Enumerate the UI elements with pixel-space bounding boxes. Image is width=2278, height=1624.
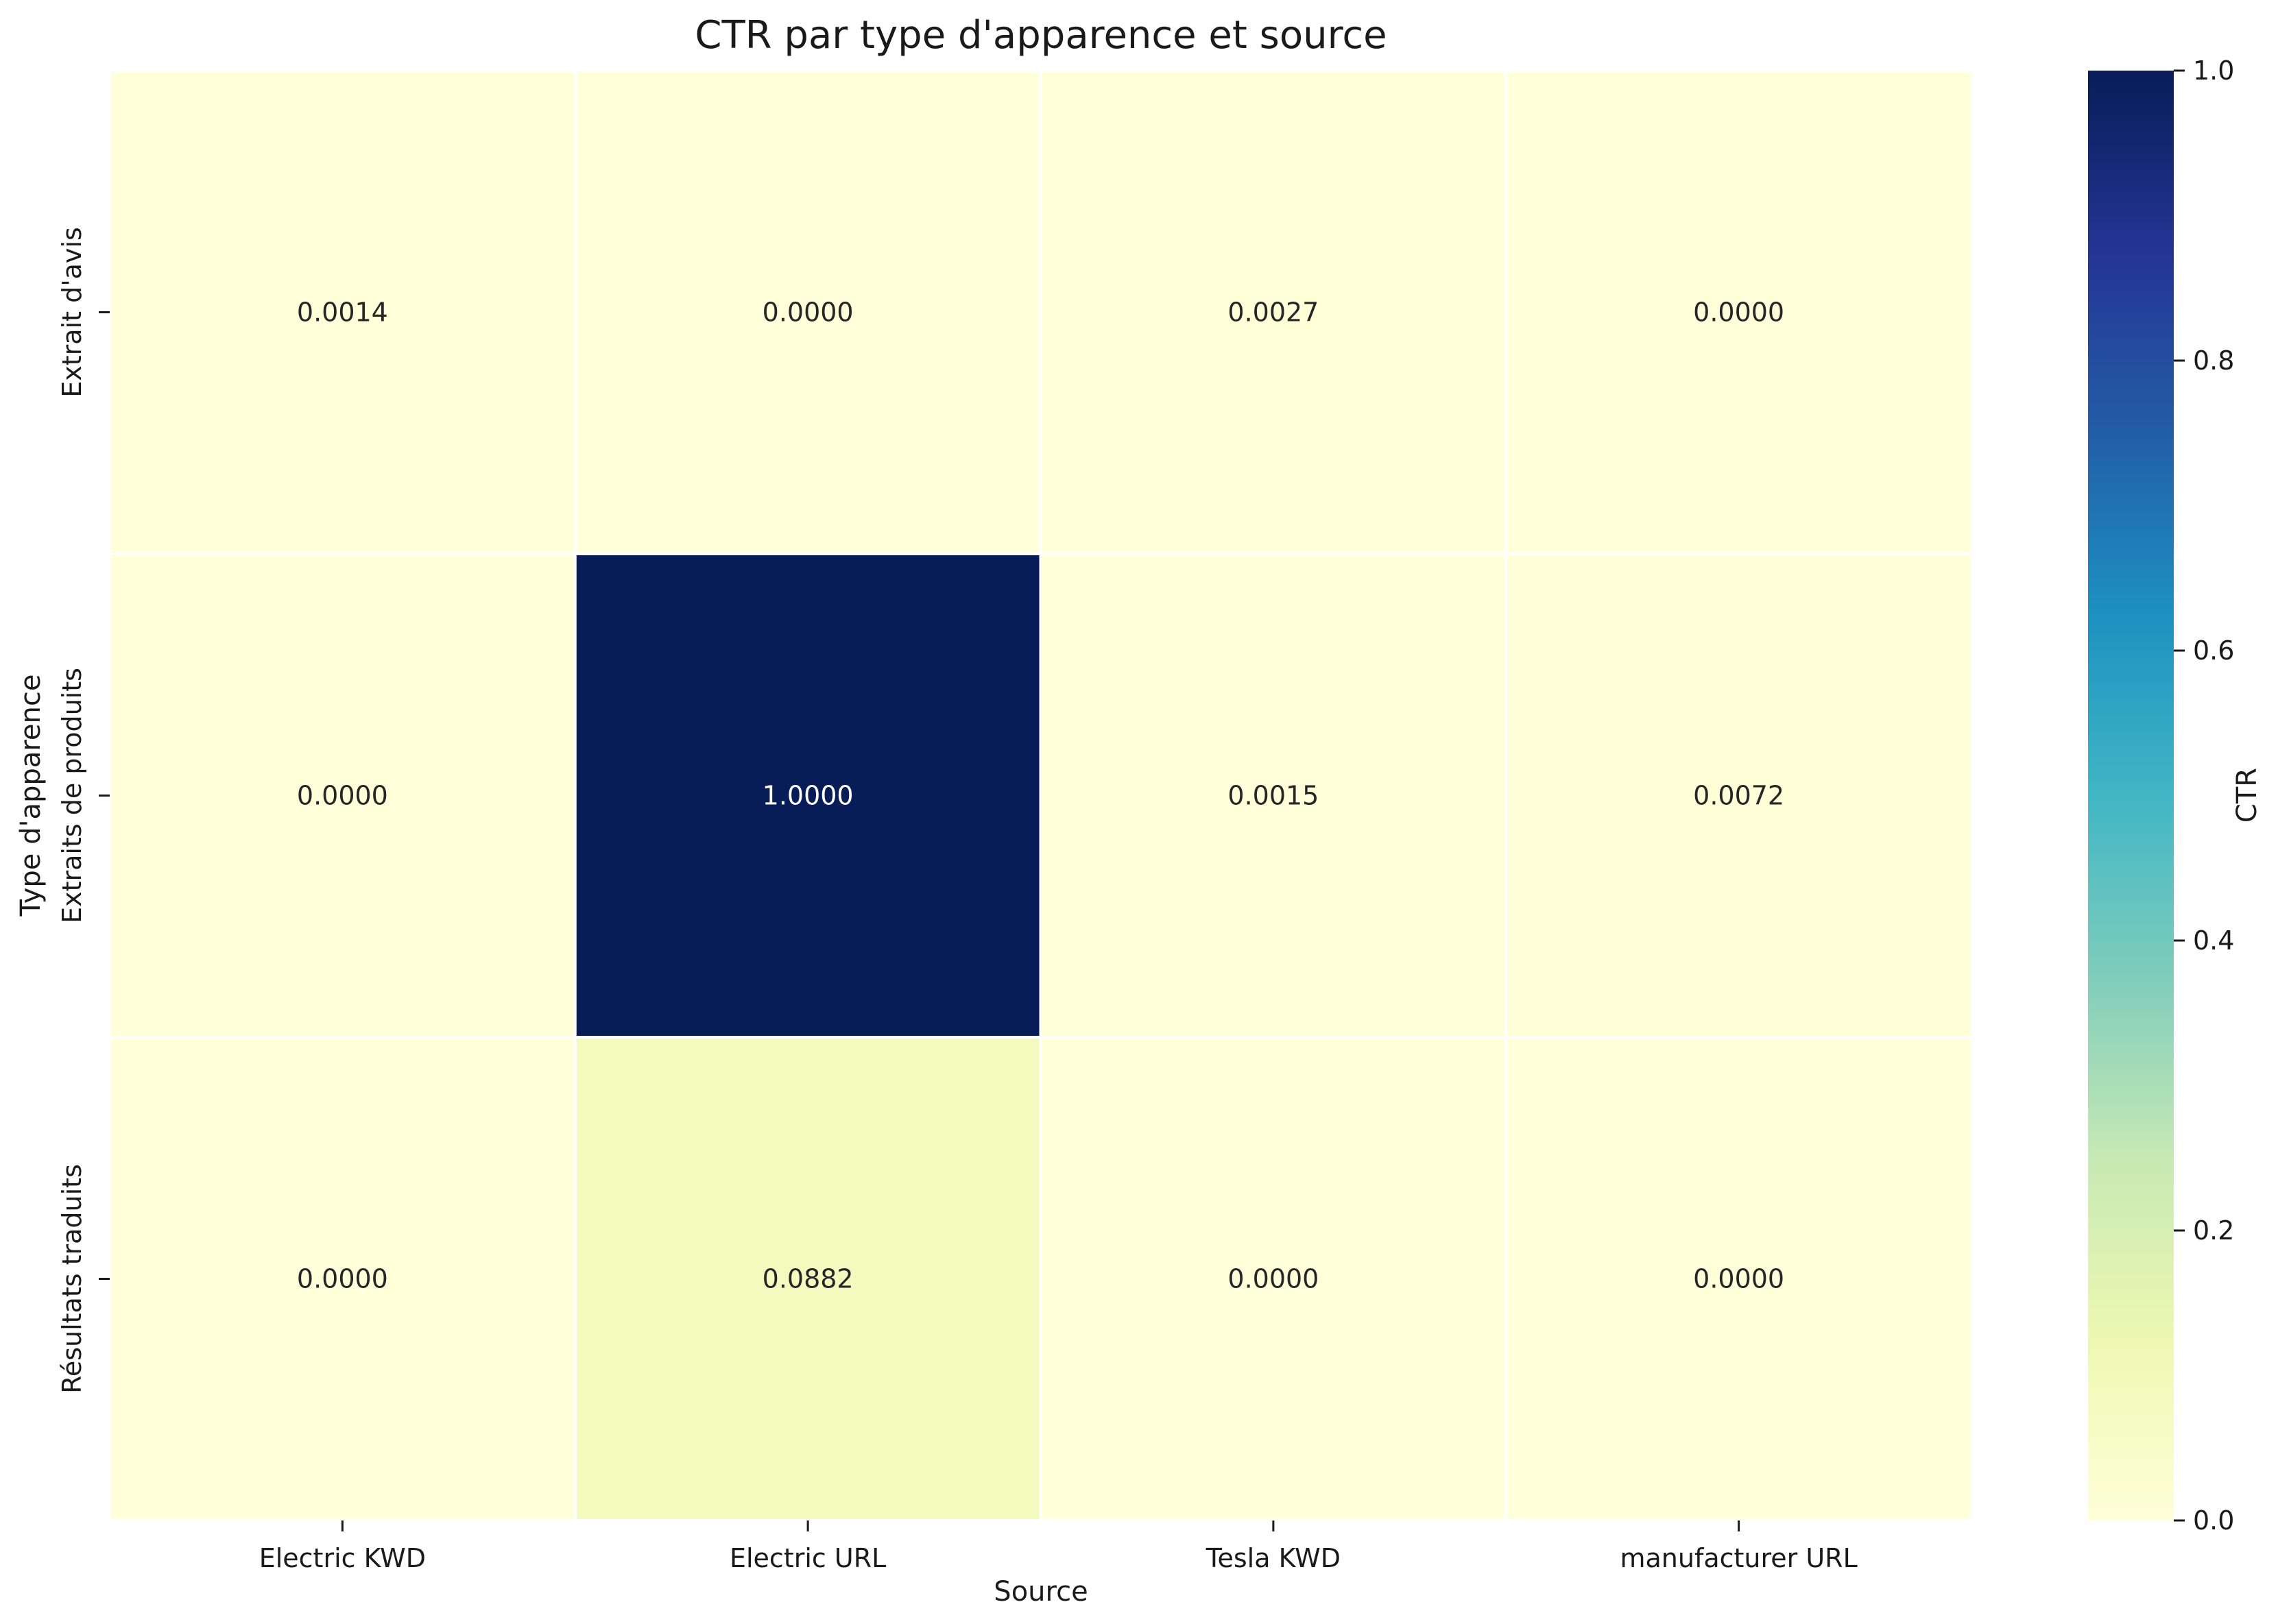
cell-value-label: 0.0027 <box>1227 298 1319 328</box>
heatmap-cell <box>573 553 1042 1039</box>
cell-value-label: 0.0014 <box>297 298 388 328</box>
heatmap-cell <box>573 1036 1042 1522</box>
cell-value-label: 0.0015 <box>1227 781 1319 811</box>
cell-value-label: 0.0000 <box>1693 1264 1784 1294</box>
colorbar <box>2088 71 2174 1520</box>
heatmap-cell <box>108 69 577 555</box>
cell-value-label: 0.0000 <box>1227 1264 1319 1294</box>
chart-title: CTR par type d'apparence et source <box>695 13 1387 58</box>
x-tick-label: Electric KWD <box>259 1543 426 1573</box>
cell-value-label: 1.0000 <box>763 781 854 811</box>
y-tick-label: Extrait d'avis <box>57 227 87 398</box>
x-tick-label: manufacturer URL <box>1620 1543 1857 1573</box>
colorbar-tick-label: 0.8 <box>2193 346 2234 376</box>
cell-value-label: 0.0000 <box>1693 298 1784 328</box>
heatmap-cell <box>1504 1036 1973 1522</box>
heatmap-cell <box>1504 553 1973 1039</box>
cell-value-label: 0.0882 <box>763 1264 854 1294</box>
cell-value-label: 0.0072 <box>1693 781 1784 811</box>
colorbar-ticks: 0.0 0.2 0.4 0.6 0.8 1.0 <box>2174 56 2234 1536</box>
x-tick-label: Electric URL <box>730 1543 886 1573</box>
heatmap-cell <box>573 69 1042 555</box>
cell-value-label: 0.0000 <box>763 298 854 328</box>
x-axis-ticks: Electric KWD Electric URL Tesla KWD manufac… <box>259 1520 1858 1573</box>
cell-value-label: 0.0000 <box>297 1264 388 1294</box>
y-axis-ticks: Extrait d'avis Extraits de produits Résult… <box>57 227 110 1394</box>
heatmap-cell <box>1039 69 1508 555</box>
x-tick-label: Tesla KWD <box>1206 1543 1341 1573</box>
colorbar-tick-label: 0.2 <box>2193 1215 2234 1246</box>
y-tick-label: Résultats traduits <box>57 1164 87 1394</box>
colorbar-tick-label: 0.6 <box>2193 635 2234 666</box>
y-tick-label: Extraits de produits <box>57 668 87 923</box>
heatmap-cells: 0.0014 0.0000 0.0027 0.0000 0.0000 1.0000 0.00… <box>108 69 1973 1522</box>
heatmap-cell <box>108 553 577 1039</box>
heatmap-cell <box>1039 553 1508 1039</box>
colorbar-tick-label: 0.4 <box>2193 925 2234 956</box>
heatmap-cell <box>1504 69 1973 555</box>
colorbar-tick-label: 0.0 <box>2193 1505 2234 1536</box>
colorbar-label: CTR <box>2231 768 2263 823</box>
colorbar-tick-label: 1.0 <box>2193 56 2234 86</box>
x-axis-label: Source <box>994 1576 1088 1608</box>
y-axis-label: Type d'apparence <box>15 675 47 917</box>
cell-value-label: 0.0000 <box>297 781 388 811</box>
